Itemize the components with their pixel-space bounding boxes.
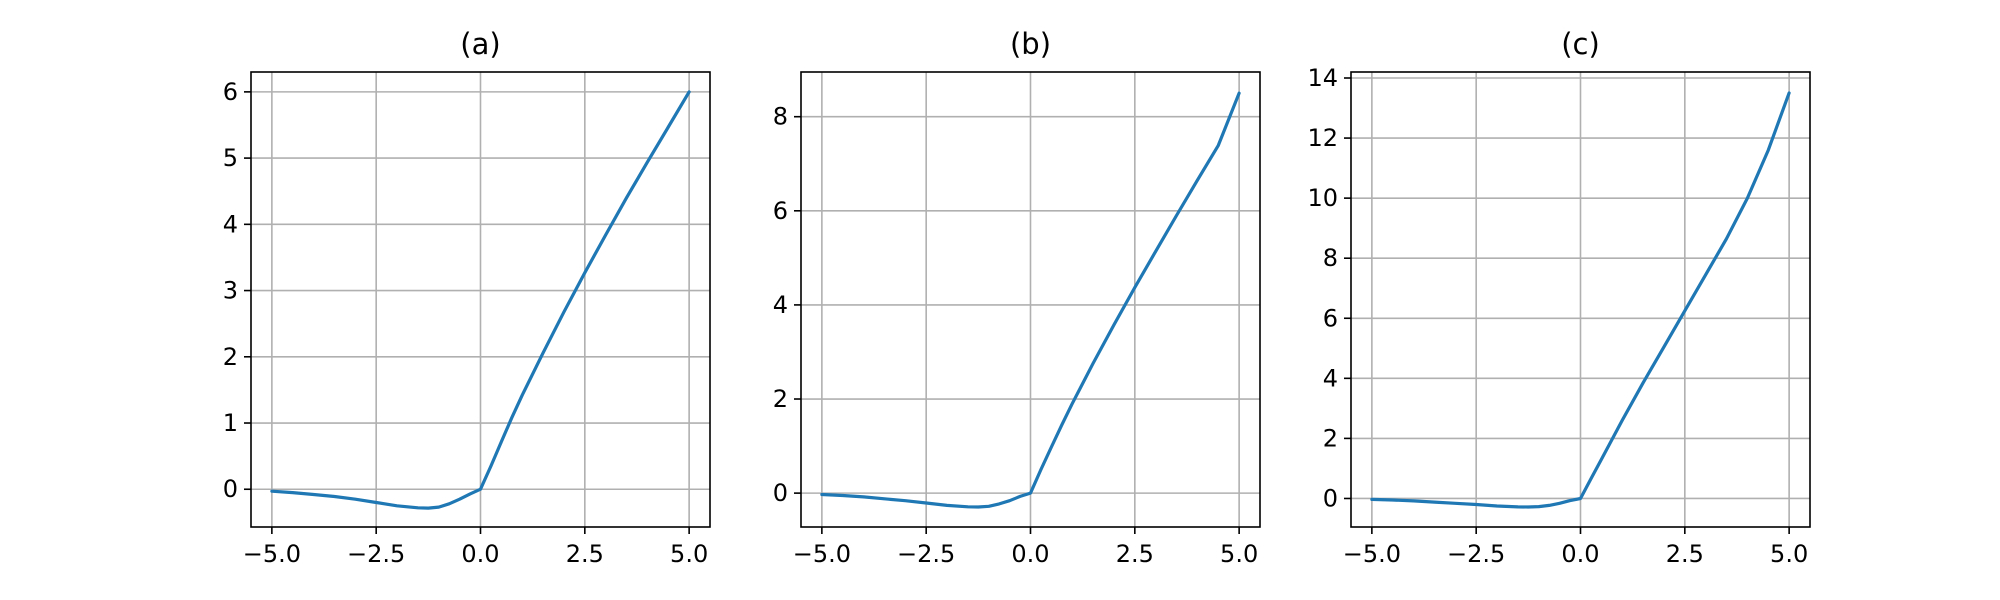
panel-b-xtick-label-3: 2.5 [1116,540,1154,568]
panel-c-series-line [1370,91,1791,509]
panel-a-xtick-label-2: 0.0 [461,540,499,568]
panel-c-ytick-label-4: 8 [1323,244,1338,272]
panel-a-ytick-label-1: 1 [223,409,238,437]
panel-c-ytick-label-5: 10 [1307,184,1338,212]
panel-b-ytick-label-4: 8 [773,103,788,131]
panel-c-ytick-label-2: 4 [1323,364,1338,392]
panel-c-xtick-label-3: 2.5 [1666,540,1704,568]
panel-a: −5.0 −2.5 0.0 2.5 5.0 0 1 2 3 4 5 6 (a) [223,27,711,568]
panel-c-title: (c) [1561,27,1600,61]
panel-a-ytick-label-2: 2 [223,343,238,371]
panel-a-ytick-label-4: 4 [223,210,238,238]
panel-b-series-line [820,91,1241,509]
panel-c: −5.0 −2.5 0.0 2.5 5.0 0 2 4 6 8 10 12 14 (c) [1307,27,1811,568]
panel-a-xtick-label-4: 5.0 [670,540,708,568]
panel-a-series-line [270,90,691,510]
panel-b-ytick-label-1: 2 [773,385,788,413]
panel-c-ytick-label-3: 6 [1323,304,1338,332]
panel-c-ytick-label-0: 0 [1323,484,1338,512]
panel-a-ytick-label-5: 5 [223,144,238,172]
panel-b-ytick-label-0: 0 [773,479,788,507]
panel-a-ytick-label-0: 0 [223,475,238,503]
panel-c-ytick-label-7: 14 [1307,64,1338,92]
panel-b-xtick-label-4: 5.0 [1220,540,1258,568]
panel-a-xtick-label-0: −5.0 [243,540,301,568]
panel-b-ytick-label-3: 6 [773,197,788,225]
panel-c-ytick-label-6: 12 [1307,124,1338,152]
panel-c-ytick-label-1: 2 [1323,424,1338,452]
panel-c-xtick-label-1: −2.5 [1447,540,1505,568]
panel-b-title: (b) [1010,27,1051,61]
panel-c-xtick-label-2: 0.0 [1561,540,1599,568]
panel-b-ytick-label-2: 4 [773,291,788,319]
panel-a-ytick-label-6: 6 [223,78,238,106]
panel-b: −5.0 −2.5 0.0 2.5 5.0 0 2 4 6 8 (b) [773,27,1261,568]
panel-b-xtick-label-0: −5.0 [793,540,851,568]
panel-a-xtick-label-3: 2.5 [566,540,604,568]
panel-c-xtick-label-4: 5.0 [1770,540,1808,568]
panel-c-xtick-label-0: −5.0 [1343,540,1401,568]
panel-a-xtick-label-1: −2.5 [347,540,405,568]
panel-a-ytick-label-3: 3 [223,277,238,305]
panel-b-xtick-label-2: 0.0 [1011,540,1049,568]
panel-b-xtick-label-1: −2.5 [897,540,955,568]
panel-a-title: (a) [460,27,500,61]
